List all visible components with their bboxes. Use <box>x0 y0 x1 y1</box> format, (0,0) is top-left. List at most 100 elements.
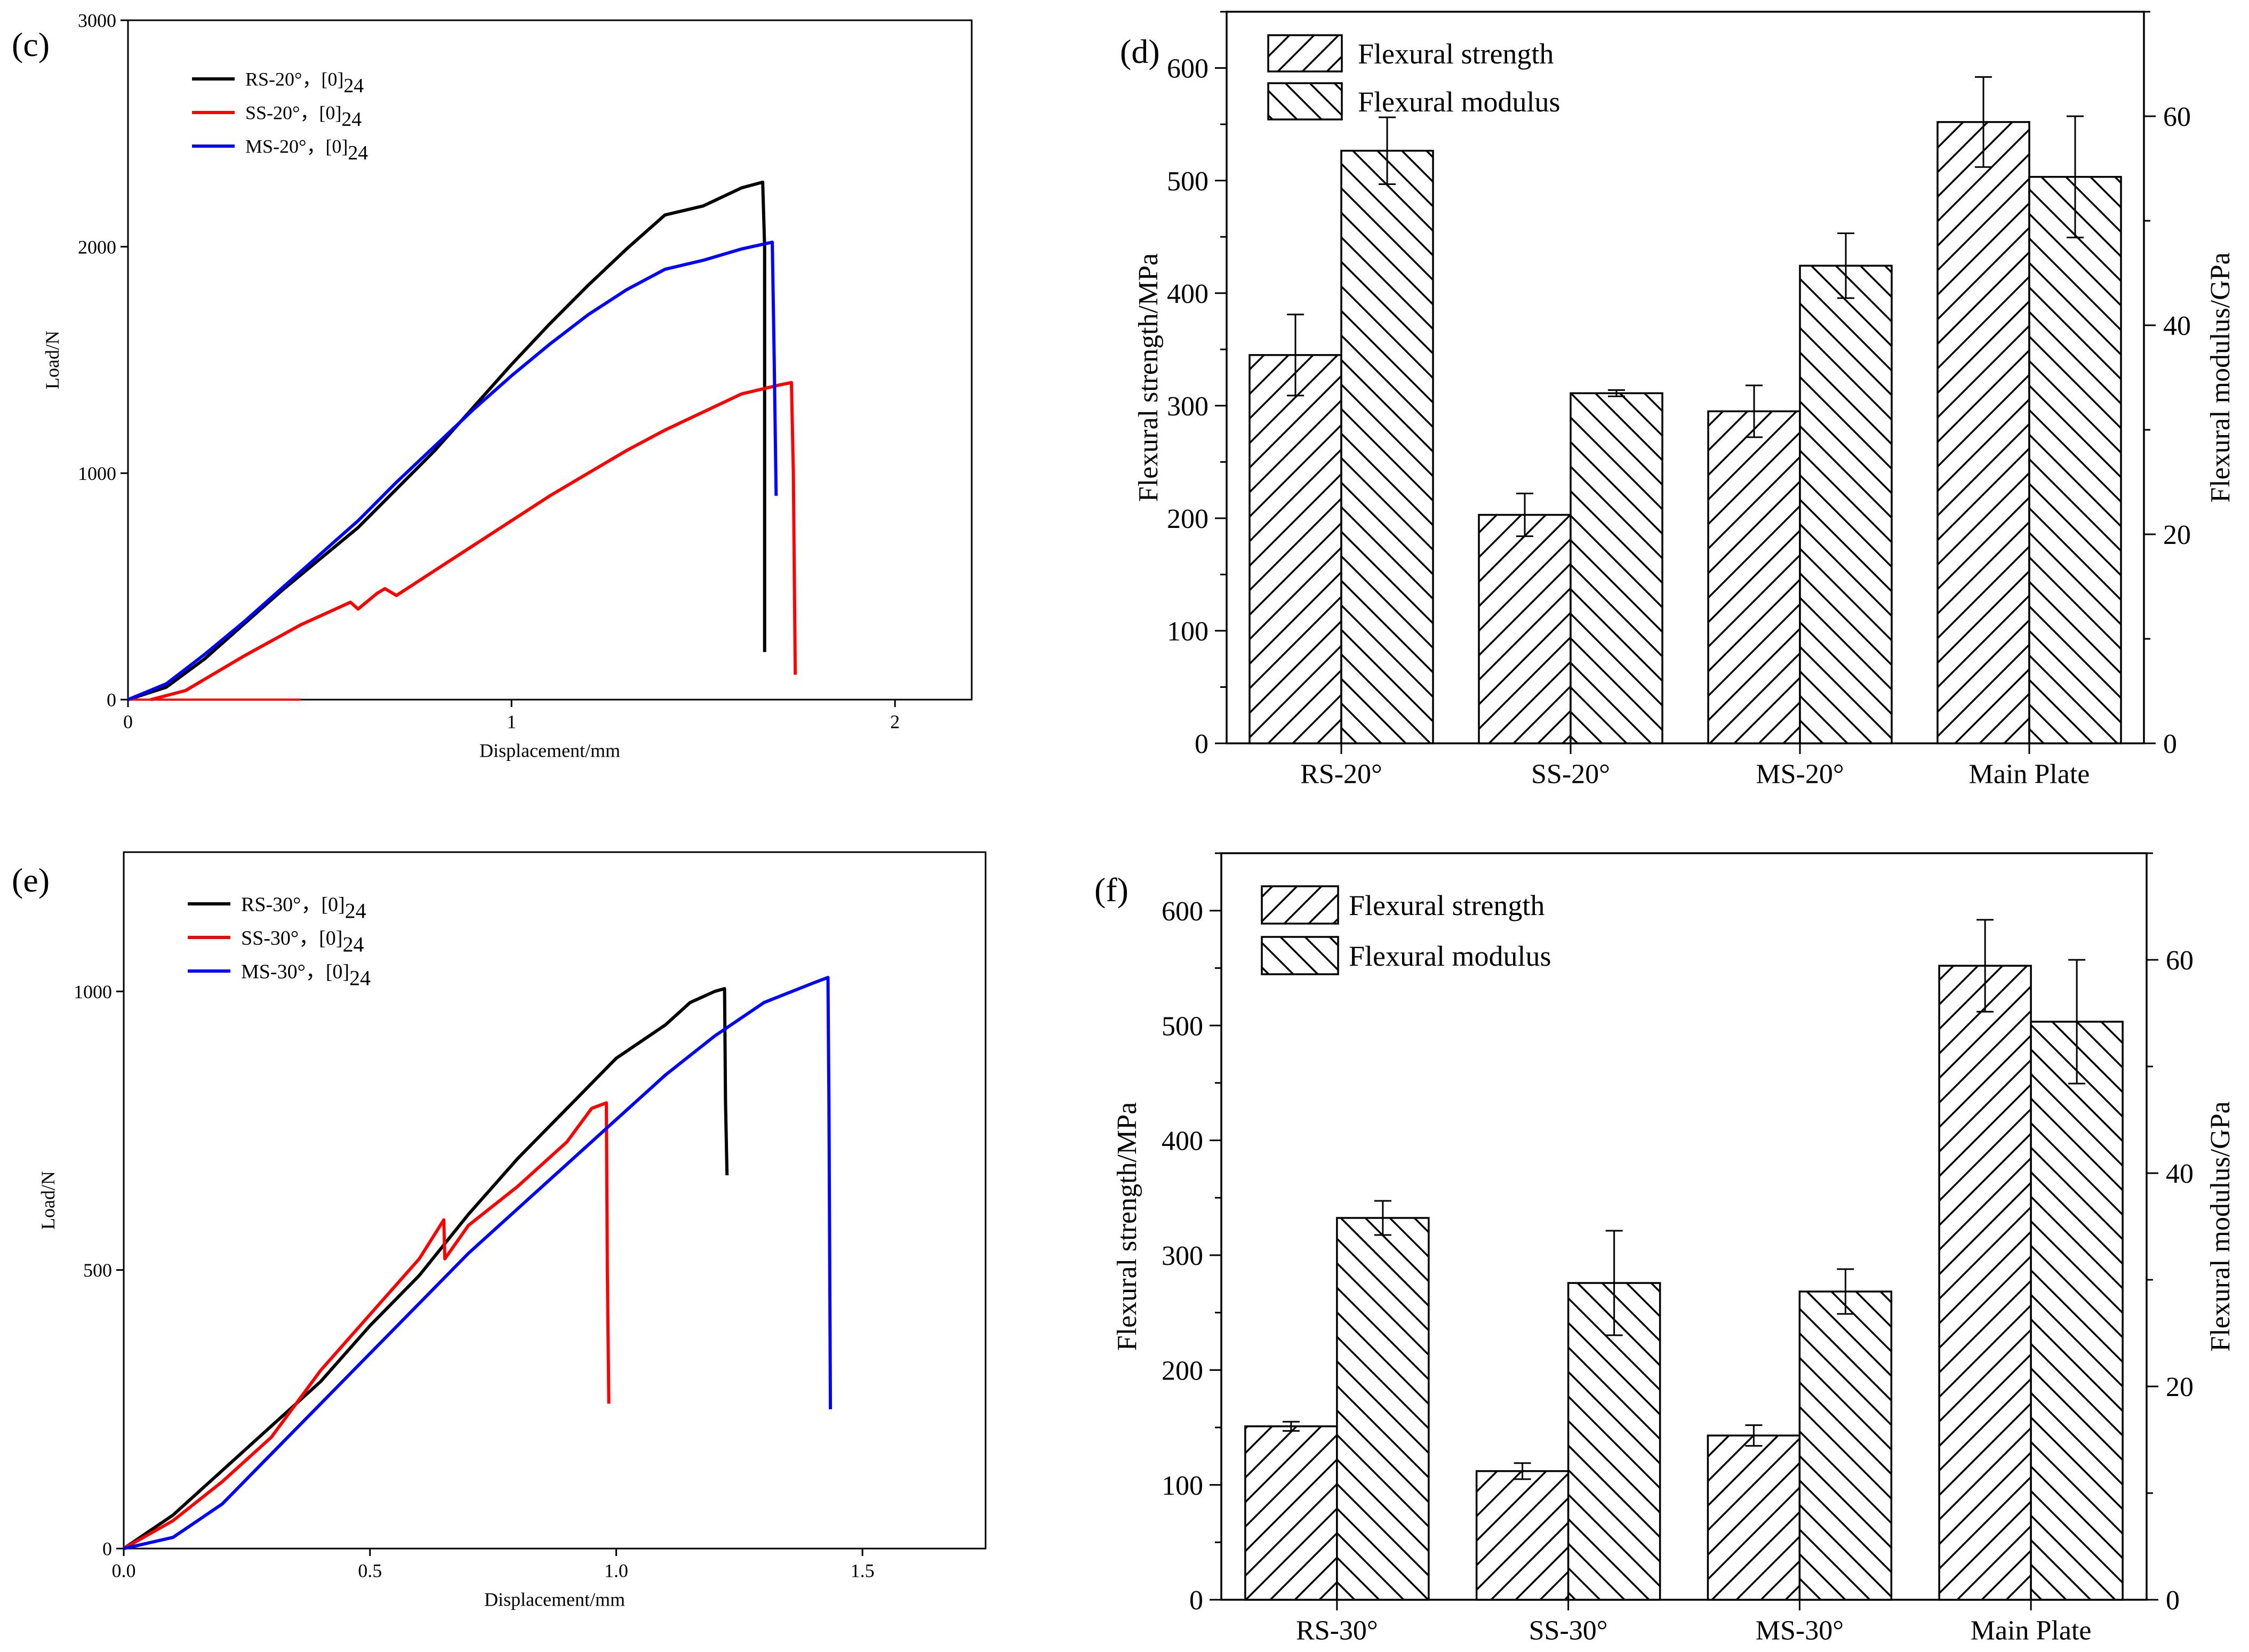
y-tick-label: 300 <box>1167 391 1208 422</box>
y-axis-label: Load/N <box>37 1171 59 1230</box>
x-tick-label: 0.0 <box>112 1560 136 1582</box>
y-tick-label: 1000 <box>78 463 116 484</box>
y2-tick-label: 60 <box>2163 102 2191 132</box>
y-tick-label: 100 <box>1167 616 1208 647</box>
plot-frame <box>1220 852 2148 1601</box>
x-tick-label: RS-20° <box>1300 759 1382 790</box>
chart-panel-c: (c) 0 1 2 0 1000 2000 3000 Displacement/mm Load/N… <box>12 10 973 761</box>
bar-forward <box>1244 1425 1338 1601</box>
y2-tick-label: 40 <box>2163 311 2191 341</box>
x-tick-label: MS-20° <box>1756 759 1844 790</box>
legend-subscript: 24 <box>343 75 364 97</box>
bar-backward <box>1340 149 1434 744</box>
chart-panel-d: (d) 0 100 200 300 400 500 600 0 20 40 60 Flexural st… <box>1120 11 2236 790</box>
y-tick-label: 1000 <box>74 981 112 1003</box>
bar-backward <box>1336 1217 1430 1601</box>
y-axis-label: Flexural strength/MPa <box>1112 1102 1142 1351</box>
legend-label-2: MS-20°，[0]24 <box>245 136 368 165</box>
y-tick-label: 0 <box>1189 1585 1203 1616</box>
legend-label-2: MS-30°，[0]24 <box>241 960 371 990</box>
panel-label: (d) <box>1120 33 1160 70</box>
legend-subscript: 24 <box>341 108 362 131</box>
series-line-2 <box>127 240 778 701</box>
legend-name: SS-20°，[0] <box>245 102 341 124</box>
x-tick-label: MS-30° <box>1756 1616 1844 1646</box>
series-line-2 <box>123 976 833 1550</box>
legend-swatch-0 <box>1261 885 1339 925</box>
y-tick-label: 200 <box>1162 1356 1203 1386</box>
x-tick-label: 2 <box>890 711 900 733</box>
bar-backward <box>1570 392 1663 744</box>
legend-label-0: RS-30°，[0]24 <box>241 893 366 923</box>
y-tick-label: 500 <box>1162 1011 1203 1041</box>
x-tick-label: 0.5 <box>358 1560 382 1582</box>
y-tick-label: 500 <box>1167 166 1208 197</box>
bar-forward <box>1707 1434 1801 1601</box>
x-tick-label: 1.0 <box>604 1560 628 1582</box>
legend-label-0: Flexural strength <box>1349 889 1544 921</box>
x-tick-label: Main Plate <box>1969 759 2090 790</box>
legend-label-0: Flexural strength <box>1358 38 1554 70</box>
bar-forward <box>1707 410 1801 744</box>
y-tick-label: 3000 <box>78 10 116 31</box>
series-line-0 <box>123 987 729 1550</box>
bar-forward <box>1248 354 1342 744</box>
legend-label-1: Flexural modulus <box>1349 940 1551 972</box>
y-tick-label: 100 <box>1162 1471 1203 1501</box>
y-tick-label: 600 <box>1162 896 1203 927</box>
x-tick-label: SS-20° <box>1531 759 1610 790</box>
legend-subscript: 24 <box>348 142 368 164</box>
panel-label: (c) <box>12 26 50 63</box>
y2-tick-label: 60 <box>2166 945 2194 976</box>
y-tick-label: 0 <box>102 1538 112 1560</box>
y-tick-label: 2000 <box>78 236 116 258</box>
y-tick-label: 0 <box>107 689 116 711</box>
x-tick-label: 0 <box>123 711 133 733</box>
legend-label-1: SS-20°，[0]24 <box>245 102 362 131</box>
y-tick-label: 300 <box>1162 1241 1203 1271</box>
y-tick-label: 500 <box>83 1260 112 1281</box>
bar-backward <box>2030 1021 2124 1601</box>
y-tick-label: 400 <box>1167 279 1208 309</box>
panel-label: (e) <box>12 861 50 899</box>
bar-backward <box>1799 264 1893 744</box>
legend-name: RS-30°，[0] <box>241 893 345 916</box>
legend-name: MS-30°，[0] <box>241 960 349 983</box>
legend-label-1: SS-30°，[0]24 <box>241 927 364 956</box>
chart-panel-e: (e) 0.0 0.5 1.0 1.5 0 500 1000 Displacement/mm Lo… <box>12 851 987 1610</box>
x-tick-label: RS-30° <box>1296 1616 1378 1646</box>
x-tick-label: Main Plate <box>1971 1616 2092 1646</box>
plot-frame <box>127 19 973 701</box>
y-axis-label: Flexural strength/MPa <box>1133 253 1164 502</box>
legend-subscript: 24 <box>349 966 371 990</box>
bar-forward <box>1938 965 2032 1601</box>
x-tick-label: SS-30° <box>1529 1616 1608 1646</box>
series-line-0 <box>127 180 766 701</box>
legend-label-0: RS-20°，[0]24 <box>245 69 364 98</box>
plot-frame <box>1226 11 2145 744</box>
y2-tick-label: 20 <box>2166 1372 2194 1402</box>
panel-label: (f) <box>1094 871 1128 909</box>
bar-forward <box>1478 514 1572 744</box>
legend-swatch-1 <box>1261 936 1339 975</box>
legend-name: MS-20°，[0] <box>245 136 348 157</box>
y-tick-label: 400 <box>1162 1126 1203 1157</box>
y-tick-label: 200 <box>1167 504 1208 534</box>
legend-subscript: 24 <box>345 899 366 923</box>
y2-axis-label: Flexural modulus/GPa <box>2205 252 2236 502</box>
legend-label-1: Flexural modulus <box>1358 86 1560 118</box>
y2-tick-label: 40 <box>2166 1159 2194 1189</box>
y-tick-label: 600 <box>1167 54 1208 84</box>
legend-name: RS-20°，[0] <box>245 69 343 90</box>
legend-subscript: 24 <box>342 933 364 957</box>
bar-backward <box>1798 1290 1893 1601</box>
y2-tick-label: 0 <box>2163 729 2177 759</box>
x-tick-label: 1.5 <box>851 1560 875 1582</box>
legend-swatch-0 <box>1267 34 1343 73</box>
y2-tick-label: 20 <box>2163 520 2191 550</box>
chart-panel-f: (f) 0 100 200 300 400 500 600 0 20 40 60 Flexural st… <box>1094 852 2236 1646</box>
plot-frame <box>123 851 987 1550</box>
x-tick-label: 1 <box>507 711 516 733</box>
y-tick-label: 0 <box>1195 729 1208 759</box>
